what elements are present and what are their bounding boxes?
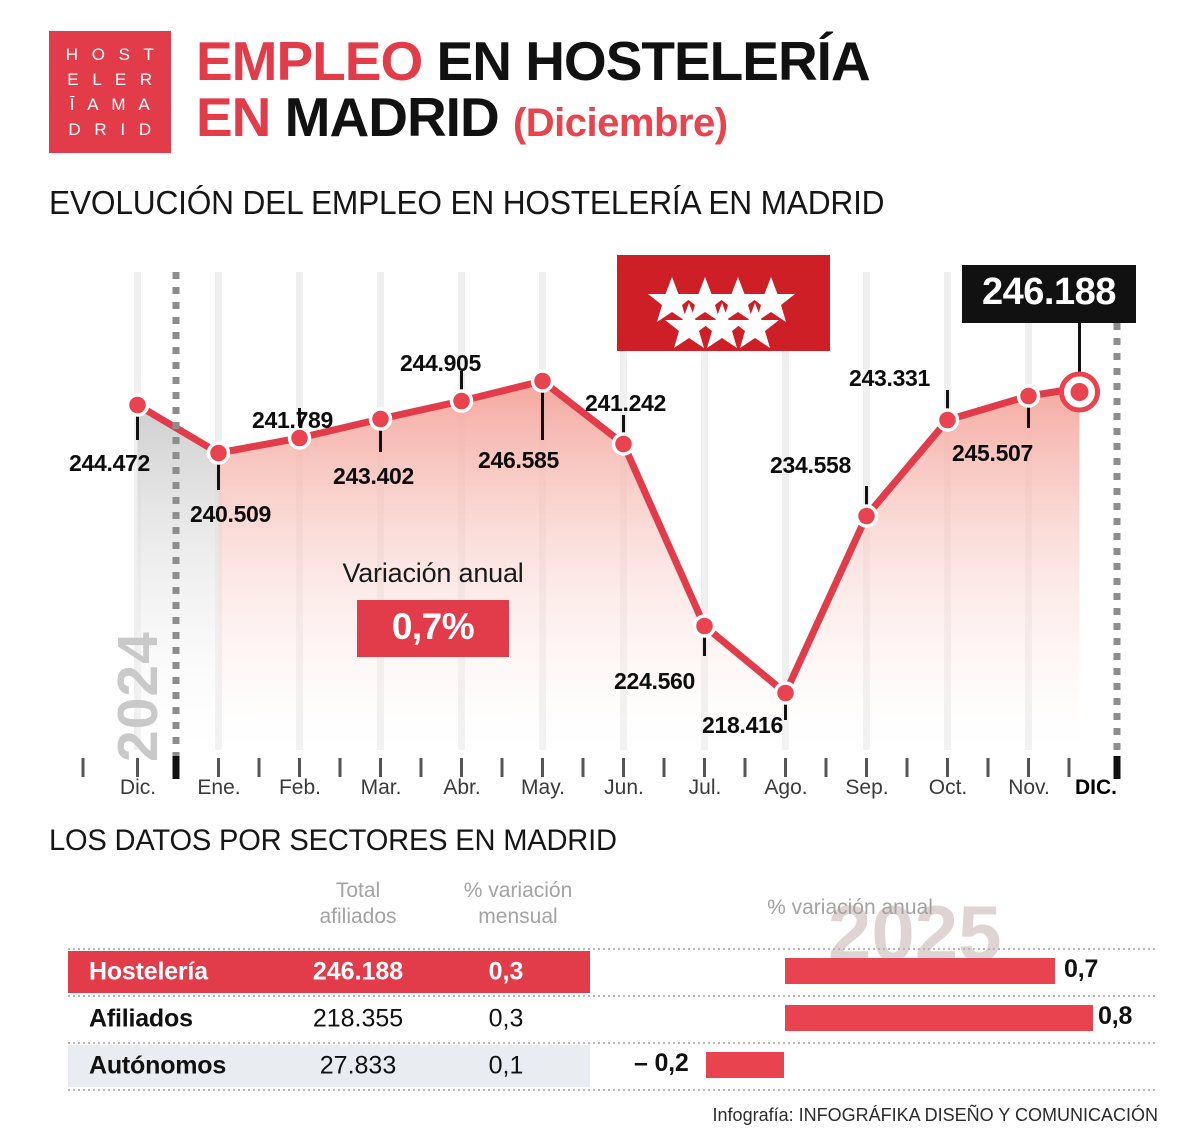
x-axis-label-may: May. <box>521 776 565 799</box>
col-header-total-line2: afiliados <box>319 905 397 928</box>
table-heading: LOS DATOS POR SECTORES EN MADRID <box>49 824 617 857</box>
x-axis-label-abr: Abr. <box>443 776 481 799</box>
annual-bar-label-afiliados: 0,8 <box>1098 1002 1133 1030</box>
point-label-feb: 241.789 <box>252 407 334 433</box>
col-header-mensual: % variación mensual <box>438 878 598 930</box>
highlight-value-badge: 246.188 <box>962 265 1136 323</box>
x-axis-label-feb: Feb. <box>278 776 322 799</box>
x-axis-label-sep: Sep. <box>845 776 889 799</box>
title-line-2: EN MADRID (Diciembre) <box>196 89 1146 151</box>
annual-bar-hosteleria <box>785 958 1055 984</box>
col-header-total-line1: Total <box>335 879 381 902</box>
x-axis-label-mar: Mar. <box>360 776 402 799</box>
row-name-afiliados: Afiliados <box>89 1004 193 1033</box>
table-divider-bottom <box>68 1089 1158 1091</box>
annual-variation-label: Variación anual <box>342 558 524 588</box>
employment-line-chart: 2024 2025 <box>0 250 1180 977</box>
row-name-autonomos: Autónomos <box>89 1051 227 1080</box>
row-total-hosteleria: 246.188 <box>312 957 404 986</box>
header: H O S T E L E R Ī A M A D R I D EMPLEO E… <box>0 0 1180 175</box>
annual-bar-autonomos <box>706 1052 784 1078</box>
x-axis-label-ene: Ene. <box>197 776 241 799</box>
table-row-afiliados[interactable]: Afiliados 218.355 0,3 <box>68 998 590 1040</box>
annual-variation-callout: Variación anual 0,7% <box>313 558 553 657</box>
chart-heading: EVOLUCIÓN DEL EMPLEO EN HOSTELERÍA EN MA… <box>49 184 885 221</box>
x-axis-label-dic-2024: Dic. <box>119 776 157 799</box>
point-label-sep: 234.558 <box>770 452 852 478</box>
annual-bar-label-hosteleria: 0,7 <box>1064 955 1099 983</box>
point-label-ago: 218.416 <box>702 712 784 738</box>
annual-bar-label-autonomos: – 0,2 <box>634 1049 689 1077</box>
title-en: EN <box>196 86 271 148</box>
chart-axis-ticks <box>81 756 1121 779</box>
point-label-abr: 244.905 <box>400 350 482 376</box>
row-mensual-afiliados: 0,3 <box>488 1004 524 1033</box>
row-total-autonomos: 27.833 <box>319 1051 397 1080</box>
line-chart-svg <box>81 272 1121 779</box>
chart-data-points <box>125 369 1100 705</box>
point-label-jul: 224.560 <box>614 668 696 694</box>
x-axis-label-ago: Ago. <box>764 776 808 799</box>
logo-row-4: D R I D <box>68 120 156 139</box>
col-header-mensual-line2: mensual <box>478 905 558 928</box>
table-divider-2 <box>68 1042 1158 1044</box>
x-axis-label-nov: Nov. <box>1008 776 1050 799</box>
x-axis-label-jul: Jul. <box>688 776 722 799</box>
table-row-autonomos[interactable]: Autónomos 27.833 0,1 <box>68 1045 590 1087</box>
page-title: EMPLEO EN HOSTELERÍA EN MADRID (Diciembr… <box>196 33 1146 151</box>
annual-variation-value: 0,7% <box>357 600 509 657</box>
table-row-hosteleria[interactable]: Hostelería 246.188 0,3 <box>68 951 590 993</box>
madrid-flag-icon <box>617 255 830 351</box>
logo-row-3: Ī A M A <box>69 95 155 114</box>
logo-row-1: H O S T <box>65 45 159 64</box>
point-label-jun: 241.242 <box>585 390 667 416</box>
title-empleo: EMPLEO <box>196 30 423 92</box>
row-total-afiliados: 218.355 <box>312 1004 404 1033</box>
row-name-hosteleria: Hostelería <box>89 957 208 986</box>
chart-area-2025 <box>218 381 1080 750</box>
x-axis-label-oct: Oct. <box>928 776 968 799</box>
point-label-nov: 245.507 <box>952 440 1034 466</box>
title-en-hosteleria: EN HOSTELERÍA <box>422 30 871 92</box>
annual-bar-afiliados <box>785 1005 1093 1031</box>
point-label-oct: 243.331 <box>849 365 931 391</box>
x-axis-label-jun: Jun. <box>604 776 644 799</box>
row-mensual-hosteleria: 0,3 <box>488 957 524 986</box>
hosteleria-madrid-logo: H O S T E L E R Ī A M A D R I D <box>49 31 171 153</box>
col-header-anual: % variación anual <box>767 896 933 919</box>
point-label-ene: 240.509 <box>190 501 272 527</box>
title-month: (Diciembre) <box>512 101 728 145</box>
logo-row-2: E L E R <box>67 70 157 89</box>
table-divider-1 <box>68 995 1158 997</box>
madrid-flag-stars <box>648 277 795 348</box>
col-header-mensual-line1: % variación <box>463 879 573 902</box>
title-madrid: MADRID <box>270 86 513 148</box>
title-line-1: EMPLEO EN HOSTELERÍA <box>196 33 1146 89</box>
row-mensual-autonomos: 0,1 <box>488 1051 524 1080</box>
point-label-may: 246.585 <box>478 447 560 473</box>
year-watermark-2024: 2024 <box>106 631 170 762</box>
table-divider-top <box>68 948 1158 950</box>
point-label-mar: 243.402 <box>333 463 415 489</box>
x-axis-label-dic-2025: DIC. <box>1075 776 1117 799</box>
col-header-total: Total afiliados <box>278 878 438 930</box>
point-label-dic-2024: 244.472 <box>69 450 151 476</box>
credit-footer: Infografía: INFOGRÁFIKA DISEÑO Y COMUNIC… <box>712 1105 1158 1125</box>
